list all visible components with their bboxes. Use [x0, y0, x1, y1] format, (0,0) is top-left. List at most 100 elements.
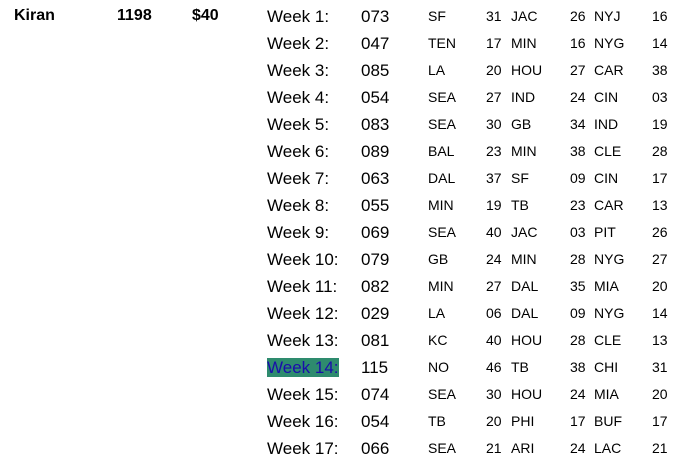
pick-team: IND	[511, 89, 536, 105]
week-label: Week 9:	[267, 223, 330, 242]
week-label: Week 5:	[267, 115, 330, 134]
player-name: Kiran	[14, 7, 55, 24]
pick-team: DAL	[511, 305, 539, 321]
week-label: Week 3:	[267, 61, 330, 80]
pick-team: LA	[428, 305, 446, 321]
pick-points: 20	[652, 386, 668, 402]
pick-team: GB	[428, 251, 449, 267]
week-label: Week 11:	[267, 277, 338, 296]
pick-points: 20	[652, 278, 668, 294]
pick-team: MIN	[511, 143, 537, 159]
pick-points: 17	[486, 35, 502, 51]
pick-points: 26	[570, 8, 586, 24]
week-score: 082	[361, 277, 390, 296]
week-score: 085	[361, 61, 390, 80]
week-row: Week 16: 054 TB 20 PHI 17 BUF 17	[0, 408, 687, 435]
pick-points: 46	[486, 359, 502, 375]
pick-team: SEA	[428, 386, 457, 402]
pick-team: IND	[594, 116, 619, 132]
pick-team: TEN	[428, 35, 456, 51]
week-score: 055	[361, 196, 390, 215]
pick-points: 20	[486, 62, 502, 78]
week-row: Week 14: 115 NO 46 TB 38 CHI 31	[0, 354, 687, 381]
pick-team: NYG	[594, 35, 625, 51]
pick-points: 06	[486, 305, 502, 321]
week-score: 081	[361, 331, 390, 350]
pick-points: 14	[652, 305, 668, 321]
week-row: Week 11: 082 MIN 27 DAL 35 MIA 20	[0, 273, 687, 300]
pick-points: 21	[486, 440, 502, 456]
week-row: Week 4: 054 SEA 27 IND 24 CIN 03	[0, 84, 687, 111]
pick-points: 16	[652, 8, 668, 24]
pick-team: SEA	[428, 440, 457, 456]
pick-points: 38	[570, 359, 586, 375]
pick-points: 23	[486, 143, 502, 159]
pick-points: 24	[570, 386, 586, 402]
week-row: Week 10: 079 GB 24 MIN 28 NYG 27	[0, 246, 687, 273]
week-label-highlighted[interactable]: Week 14:	[267, 358, 339, 377]
pick-points: 27	[652, 251, 668, 267]
week-label: Week 7:	[267, 169, 330, 188]
week-label[interactable]: Week 14:	[267, 354, 339, 381]
pick-points: 27	[486, 278, 502, 294]
week-row: Week 13: 081 KC 40 HOU 28 CLE 13	[0, 327, 687, 354]
pick-team: NYG	[594, 251, 625, 267]
pick-team: MIN	[428, 197, 454, 213]
week-label: Week 15:	[267, 385, 339, 404]
pick-points: 09	[570, 170, 586, 186]
pick-points: 16	[570, 35, 586, 51]
pick-team: NO	[428, 359, 449, 375]
pick-team: MIA	[594, 386, 619, 402]
week-row: Week 15: 074 SEA 30 HOU 24 MIA 20	[0, 381, 687, 408]
pick-points: 30	[486, 386, 502, 402]
pick-team: CHI	[594, 359, 619, 375]
week-row: Week 6: 089 BAL 23 MIN 38 CLE 28	[0, 138, 687, 165]
pick-points: 21	[652, 440, 668, 456]
pick-points: 37	[486, 170, 502, 186]
pick-team: TB	[428, 413, 446, 429]
week-label: Week 1:	[267, 7, 330, 26]
pick-points: 24	[570, 440, 586, 456]
pick-team: SF	[511, 170, 529, 186]
pick-points: 17	[570, 413, 586, 429]
pick-points: 31	[486, 8, 502, 24]
pick-team: NYJ	[594, 8, 621, 24]
pick-team: PHI	[511, 413, 535, 429]
pick-team: JAC	[511, 8, 538, 24]
week-label: Week 12:	[267, 304, 339, 323]
week-score: 079	[361, 250, 390, 269]
pick-points: 17	[652, 170, 668, 186]
week-score: 047	[361, 34, 390, 53]
pick-points: 13	[652, 197, 668, 213]
pick-team: CAR	[594, 62, 624, 78]
week-label: Week 4:	[267, 88, 330, 107]
pick-points: 30	[486, 116, 502, 132]
pick-team: CIN	[594, 89, 619, 105]
pick-team: DAL	[428, 170, 456, 186]
pick-points: 28	[652, 143, 668, 159]
pick-points: 40	[486, 332, 502, 348]
week-row: Week 12: 029 LA 06 DAL 09 NYG 14	[0, 300, 687, 327]
pick-points: 19	[652, 116, 668, 132]
pick-points: 19	[486, 197, 502, 213]
weeks-list: Week 1: 073 SF 31 JAC 26 NYJ 16 Week 2: 047 TEN 17 M…	[0, 3, 687, 462]
pick-points: 20	[486, 413, 502, 429]
week-score: 073	[361, 7, 390, 26]
player-amount: $40	[192, 7, 219, 24]
week-label: Week 8:	[267, 196, 330, 215]
week-score: 083	[361, 115, 390, 134]
pick-team: JAC	[511, 224, 538, 240]
pick-points: 17	[652, 413, 668, 429]
pick-points: 31	[652, 359, 668, 375]
pick-team: SF	[428, 8, 446, 24]
week-row: Week 5: 083 SEA 30 GB 34 IND 19	[0, 111, 687, 138]
pick-team: TB	[511, 359, 529, 375]
week-score: 054	[361, 412, 390, 431]
week-score: 054	[361, 88, 390, 107]
pick-points: 03	[652, 89, 668, 105]
pick-points: 09	[570, 305, 586, 321]
pick-team: TB	[511, 197, 529, 213]
week-score: 029	[361, 304, 390, 323]
pick-team: NYG	[594, 305, 625, 321]
